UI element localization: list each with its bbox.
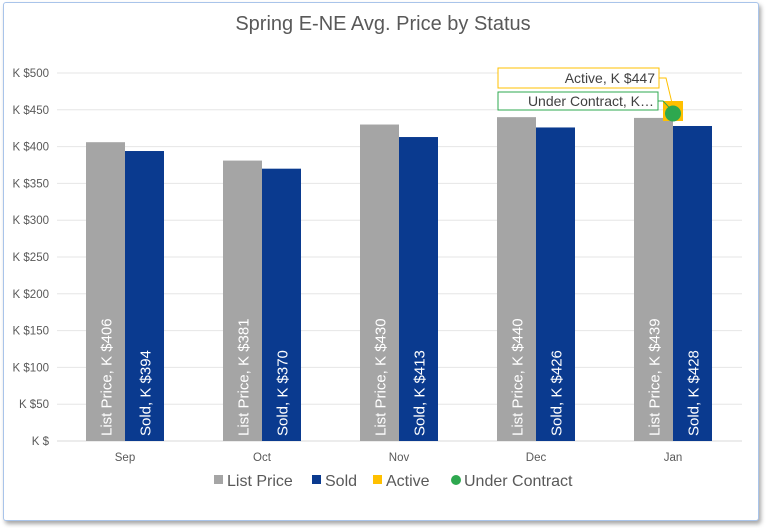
data-label: Active, K $447 bbox=[565, 70, 655, 86]
y-tick-label: K $400 bbox=[13, 142, 49, 154]
bar-sold bbox=[399, 137, 438, 442]
data-label: Under Contract, K… bbox=[528, 93, 654, 109]
x-tick-label: Dec bbox=[526, 452, 547, 464]
legend-label: List Price bbox=[227, 473, 293, 490]
bar-list-price bbox=[360, 124, 399, 442]
data-label: Sold, K $426 bbox=[549, 350, 566, 436]
x-tick-label: Nov bbox=[389, 452, 410, 464]
y-tick-label: K $300 bbox=[13, 215, 49, 227]
legend-marker bbox=[312, 475, 321, 484]
y-tick-label: K $150 bbox=[13, 326, 49, 338]
data-label: List Price, K $406 bbox=[99, 318, 116, 436]
data-label: List Price, K $440 bbox=[510, 318, 527, 436]
legend-label: Under Contract bbox=[464, 473, 573, 490]
x-tick-label: Oct bbox=[253, 452, 272, 464]
under-contract-marker bbox=[665, 105, 681, 122]
y-tick-label: K $200 bbox=[13, 289, 49, 301]
bar-list-price bbox=[223, 160, 262, 442]
y-tick-label: K $450 bbox=[13, 105, 49, 117]
bar-sold bbox=[673, 125, 712, 441]
x-tick-label: Sep bbox=[115, 452, 135, 464]
bar-list-price bbox=[86, 142, 125, 441]
y-tick-label: K $50 bbox=[19, 399, 49, 411]
legend-label: Active bbox=[386, 473, 430, 490]
leader-line bbox=[659, 77, 673, 104]
bar-sold bbox=[125, 151, 164, 442]
bar-sold bbox=[262, 168, 301, 441]
bar-list-price bbox=[634, 117, 673, 442]
under-contract-label-box bbox=[497, 91, 659, 111]
leader-line bbox=[658, 100, 674, 112]
y-tick-label: K $350 bbox=[13, 178, 49, 190]
y-tick-label: K $100 bbox=[13, 362, 49, 374]
data-label: Sold, K $428 bbox=[686, 350, 703, 436]
active-label-box bbox=[497, 67, 660, 89]
data-label: List Price, K $381 bbox=[236, 318, 253, 436]
data-label: List Price, K $430 bbox=[373, 318, 390, 436]
y-tick-label: K $ bbox=[32, 436, 50, 448]
data-label: Sold, K $413 bbox=[412, 350, 429, 436]
legend-label: Sold bbox=[325, 473, 357, 490]
legend-marker bbox=[214, 475, 223, 484]
bar-sold bbox=[536, 127, 575, 442]
legend-marker bbox=[451, 475, 461, 485]
legend-marker bbox=[373, 475, 382, 484]
y-tick-label: K $500 bbox=[13, 68, 49, 80]
data-label: Sold, K $370 bbox=[275, 350, 292, 436]
chart-title: Spring E-NE Avg. Price by Status bbox=[235, 13, 530, 35]
bar-list-price bbox=[497, 117, 536, 441]
data-label: Sold, K $394 bbox=[138, 350, 155, 436]
y-tick-label: K $250 bbox=[13, 252, 49, 264]
x-tick-label: Jan bbox=[664, 452, 683, 464]
data-label: List Price, K $439 bbox=[647, 318, 664, 436]
